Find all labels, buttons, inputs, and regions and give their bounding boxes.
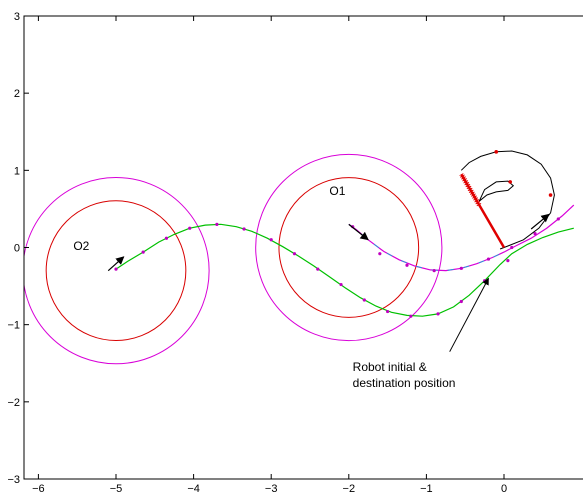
x-tick-label-3: −4 (187, 483, 200, 495)
trajectory-marker-3 (164, 236, 169, 240)
annotation-arrow (449, 277, 489, 352)
direction-arrow-3 (530, 213, 550, 230)
trajectory-marker-2 (141, 250, 145, 254)
x-tick-label-5: −2 (343, 483, 356, 495)
trajectory-marker-5 (215, 222, 219, 226)
trajectory-marker-7 (269, 238, 273, 242)
trajectory-marker-17 (506, 259, 510, 263)
x-tick-label-7: 0 (501, 483, 507, 495)
x-tick-label-6: −1 (420, 483, 433, 495)
x-tick-label-1: −6 (32, 483, 45, 495)
trajectory-line-2 (348, 204, 575, 272)
annotations: O1 O2 Robot initial & destination position (73, 184, 489, 390)
axes: −6 −5 −4 −3 −2 −1 0 −3 −2 −1 0 1 2 3 (7, 11, 507, 495)
plot-content (24, 150, 575, 365)
robot-link-hatch (459, 172, 482, 207)
sweep-inner-loop (478, 180, 515, 202)
trajectory-marker-16 (483, 279, 487, 283)
trajectory-marker-24 (510, 245, 514, 250)
trajectory-marker-25 (533, 232, 537, 236)
sweep-marker-inner (508, 180, 513, 184)
trajectory-marker-22 (459, 266, 463, 270)
annotation-line-2: destination position (353, 376, 456, 390)
obstacle-label-1: O1 (329, 184, 345, 198)
trajectory-marker-13 (409, 314, 413, 318)
trajectory-marker-20 (405, 263, 409, 267)
trajectory-marker-4 (188, 226, 192, 230)
x-tick-label-2: −5 (110, 483, 123, 495)
obstacle-inner-circle-1 (278, 177, 420, 318)
sweep-marker-right (548, 193, 553, 197)
sweep-marker-top (494, 150, 499, 154)
obstacle-outer-circle-2 (24, 177, 210, 365)
trajectory-marker-14 (436, 312, 440, 316)
trajectory-marker-12 (386, 309, 390, 314)
annotation-line-1: Robot initial & (353, 360, 427, 374)
y-tick-label-6: 2 (14, 88, 20, 100)
trajectory-marker-1 (114, 267, 118, 271)
y-tick-label-5: 1 (14, 165, 20, 177)
y-tick-label-7: 3 (14, 11, 20, 23)
trajectory-marker-19 (378, 252, 382, 256)
trajectory-marker-23 (486, 257, 491, 261)
robot-arm (460, 173, 506, 249)
direction-arrow-2 (348, 223, 369, 241)
y-tick-label-2: −2 (7, 397, 20, 409)
trajectory-marker-8 (292, 252, 297, 256)
trajectory-marker-21 (432, 269, 436, 273)
y-tick-label-3: −1 (7, 320, 20, 332)
trajectory-marker-9 (316, 267, 320, 271)
obstacle-inner-circle-2 (45, 200, 187, 341)
obstacle-outer-circle-1 (255, 153, 443, 342)
trajectory-marker-6 (242, 227, 246, 231)
trajectory-marker-15 (459, 299, 463, 304)
plot-frame (23, 15, 583, 480)
trajectory-marker-10 (339, 282, 343, 287)
y-tick-label-1: −3 (7, 474, 20, 486)
trajectory-marker-11 (362, 298, 366, 302)
trajectory-marker-26 (556, 217, 560, 221)
trajectory-cyan-overlay (348, 223, 505, 272)
sweep-outline (460, 150, 555, 250)
direction-arrow-1 (107, 256, 125, 272)
y-tick-label-4: 0 (14, 243, 20, 255)
obstacle-label-2: O2 (73, 239, 89, 253)
trajectory-line-1 (115, 223, 574, 317)
x-tick-label-4: −3 (265, 483, 278, 495)
